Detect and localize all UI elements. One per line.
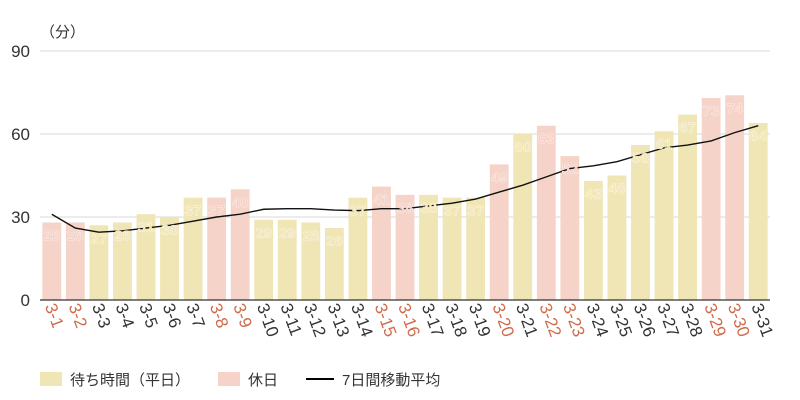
legend-item-moving-average: 7日間移動平均	[306, 369, 440, 390]
bar-holiday	[536, 125, 556, 300]
bars	[42, 95, 768, 301]
bar-weekday	[324, 228, 344, 300]
moving-average-line	[51, 125, 759, 233]
bar-weekday	[419, 194, 438, 300]
x-tick-label: 3-3	[88, 301, 114, 331]
legend-item-holiday: 休日	[218, 369, 278, 390]
data-label: 64	[750, 128, 767, 145]
data-label: 28	[114, 228, 131, 245]
bar-weekday	[442, 197, 462, 300]
data-label: 60	[514, 139, 531, 156]
legend-item-weekday: 待ち時間（平日）	[40, 369, 190, 390]
data-label: 28	[67, 228, 84, 245]
data-label: 27	[91, 230, 108, 247]
data-label: 30	[161, 222, 178, 239]
data-label: 37	[467, 203, 484, 220]
data-label: 63	[538, 131, 555, 148]
bar-weekday	[348, 197, 368, 300]
x-tick-label: 3-1	[41, 301, 67, 331]
bar-holiday	[42, 222, 62, 300]
data-label: 38	[420, 200, 437, 217]
bar-weekday	[583, 181, 603, 300]
y-tick-label: 0	[21, 291, 30, 310]
bar-holiday	[207, 197, 227, 300]
data-label: 73	[703, 103, 720, 120]
x-tick-label: 3-9	[229, 301, 255, 331]
legend-label-moving-average: 7日間移動平均	[342, 371, 441, 389]
bar-weekday	[136, 214, 156, 300]
data-label: 38	[397, 200, 414, 217]
data-label: 74	[726, 100, 743, 117]
bar-weekday	[748, 122, 768, 300]
bar-weekday	[183, 197, 203, 300]
data-label: 43	[585, 186, 602, 203]
x-tick-label: 3-4	[112, 301, 138, 331]
data-label: 28	[43, 228, 60, 245]
x-tick-label: 3-7	[182, 301, 208, 331]
bar-weekday	[466, 197, 486, 300]
x-tick-label: 3-5	[135, 301, 161, 331]
data-label: 29	[279, 225, 296, 242]
bar-weekday	[160, 217, 179, 300]
legend-swatch-moving-average	[306, 378, 335, 380]
data-label: 45	[609, 181, 626, 198]
x-tick-label: 3-31	[747, 301, 776, 339]
bar-holiday	[489, 164, 509, 300]
bar-holiday	[230, 189, 250, 300]
data-label: 37	[444, 203, 461, 220]
x-tick-label: 3-6	[159, 301, 185, 331]
bar-weekday	[678, 114, 697, 300]
data-label: 56	[632, 150, 649, 167]
bar-weekday	[301, 222, 321, 300]
data-label: 28	[302, 228, 319, 245]
legend-swatch-weekday	[40, 372, 62, 386]
legend: 待ち時間（平日） 休日 7日間移動平均	[40, 368, 440, 390]
bar-holiday	[395, 194, 415, 300]
data-label: 61	[656, 136, 673, 153]
bar-weekday	[89, 225, 109, 300]
bar-holiday	[725, 95, 745, 301]
y-unit-label: （分）	[40, 24, 85, 41]
bar-holiday	[372, 186, 391, 300]
bar-weekday	[254, 219, 274, 300]
x-tick-label: 3-8	[206, 301, 232, 331]
data-label: 41	[373, 192, 390, 209]
data-label: 49	[491, 169, 508, 186]
bar-holiday	[560, 156, 580, 300]
y-tick-label: 60	[11, 125, 30, 144]
legend-swatch-holiday	[218, 372, 241, 386]
data-label: 52	[561, 161, 578, 178]
x-tick-label: 3-2	[65, 301, 91, 331]
bar-weekday	[277, 219, 297, 300]
data-label: 40	[232, 194, 249, 211]
data-label: 26	[326, 233, 343, 250]
bar-weekday	[607, 175, 627, 300]
legend-label-weekday: 待ち時間（平日）	[70, 371, 191, 389]
y-tick-label: 90	[11, 42, 30, 61]
bar-weekday	[513, 134, 533, 300]
data-label: 67	[679, 120, 696, 137]
bar-holiday	[701, 98, 721, 301]
data-label: 37	[208, 203, 225, 220]
bar-weekday	[113, 222, 132, 300]
data-label: 37	[350, 203, 367, 220]
legend-label-holiday: 休日	[248, 371, 279, 389]
bar-weekday	[654, 131, 674, 300]
y-tick-label: 30	[11, 208, 30, 227]
bar-holiday	[65, 222, 85, 300]
moving-average-path	[51, 125, 759, 233]
data-label: 31	[138, 219, 155, 236]
data-label: 37	[185, 203, 202, 220]
value-labels: 28 28 27 28 31 30 37 37 40 29 29 28 26 37 41 38 38 37 37 49…	[43, 100, 767, 250]
data-label: 29	[255, 225, 272, 242]
bar-weekday	[631, 145, 650, 300]
